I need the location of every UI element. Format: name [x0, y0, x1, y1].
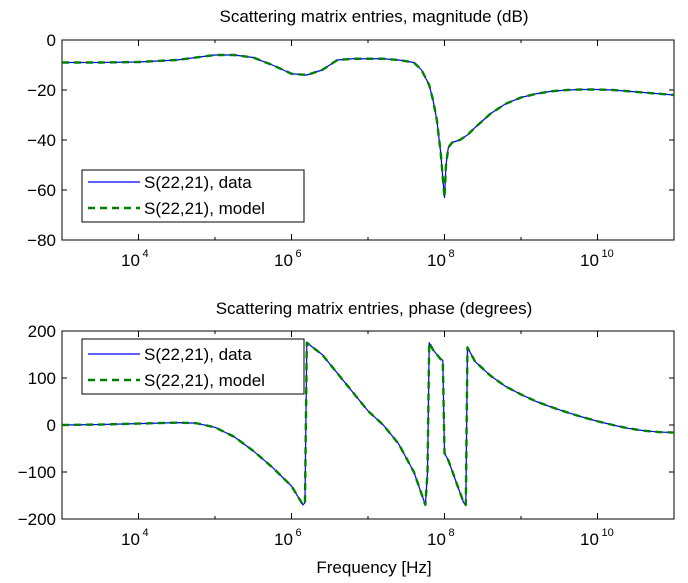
phase-lines	[61, 341, 675, 507]
magnitude-x-tick-label: 10	[274, 251, 293, 270]
magnitude-y-tick-label: −80	[27, 231, 56, 250]
magnitude-x-tick-exponent: 6	[296, 248, 302, 260]
phase-x-tick-exponent: 6	[296, 527, 302, 539]
phase-legend-data-label: S(22,21), data	[144, 345, 252, 364]
phase-x-tick-label: 10	[427, 530, 446, 549]
magnitude-legend: S(22,21), data S(22,21), model	[81, 169, 305, 223]
magnitude-x-tick-exponent: 4	[143, 248, 149, 260]
phase-y-tick-label: −200	[18, 510, 56, 529]
phase-legend-box	[81, 338, 305, 395]
phase-y-tick-label: 0	[47, 416, 56, 435]
magnitude-lines	[62, 53, 675, 199]
phase-x-tick-label: 10	[274, 530, 293, 549]
magnitude-y-tick-label: −60	[27, 181, 56, 200]
phase-y-tick-label: 100	[28, 369, 56, 388]
phase-x-tick-label: 10	[580, 530, 599, 549]
magnitude-title: Scattering matrix entries, magnitude (dB…	[220, 7, 529, 26]
magnitude-x-tick-label: 10	[580, 251, 599, 270]
phase-panel: Scattering matrix entries, phase (degree…	[18, 299, 675, 577]
phase-series-model-line	[61, 341, 675, 507]
phase-y-tick-label: 200	[28, 322, 56, 341]
phase-legend: S(22,21), data S(22,21), model	[81, 338, 305, 395]
magnitude-y-tick-label: −20	[27, 81, 56, 100]
phase-y-tick-label: −100	[18, 463, 56, 482]
magnitude-legend-data-label: S(22,21), data	[144, 173, 252, 192]
phase-x-axis-label: Frequency [Hz]	[316, 558, 431, 577]
phase-legend-model-label: S(22,21), model	[144, 371, 265, 390]
magnitude-y-tick-label: 0	[47, 31, 56, 50]
magnitude-legend-model-label: S(22,21), model	[144, 199, 265, 218]
phase-x-tick-label: 10	[121, 530, 140, 549]
phase-title: Scattering matrix entries, phase (degree…	[216, 299, 533, 318]
magnitude-legend-box	[81, 169, 305, 223]
magnitude-series-model-line	[62, 53, 675, 199]
magnitude-y-tick-label: −40	[27, 131, 56, 150]
phase-x-tick-exponent: 8	[449, 527, 455, 539]
magnitude-x-tick-exponent: 10	[602, 248, 614, 260]
magnitude-x-tick-exponent: 8	[449, 248, 455, 260]
magnitude-x-tick-label: 10	[121, 251, 140, 270]
magnitude-panel: Scattering matrix entries, magnitude (dB…	[27, 7, 675, 270]
magnitude-x-tick-label: 10	[427, 251, 446, 270]
phase-x-tick-exponent: 4	[143, 527, 149, 539]
phase-x-tick-exponent: 10	[602, 527, 614, 539]
